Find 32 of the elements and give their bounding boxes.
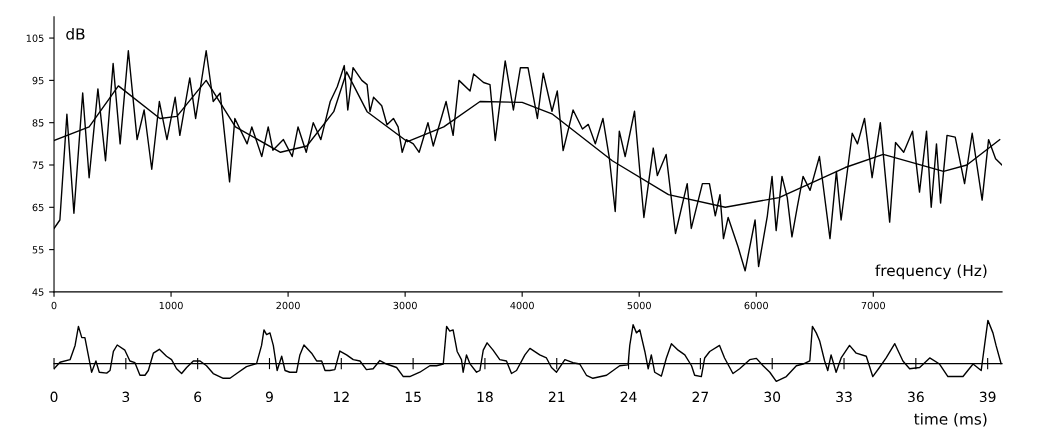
- x-tick-label: 0: [51, 301, 57, 310]
- y-tick-label: 65: [32, 203, 44, 212]
- y-tick-label: 45: [32, 288, 44, 296]
- x-tick-label: 9: [265, 391, 273, 403]
- x-tick-label: 21: [548, 391, 565, 402]
- x-axis-title: frequency (Hz): [875, 264, 987, 280]
- x-tick-label: 6: [194, 391, 202, 403]
- y-tick-label: 95: [32, 76, 44, 85]
- x-tick-label: 39: [979, 391, 996, 403]
- x-tick-label: 2000: [276, 301, 300, 310]
- y-tick-label: 75: [32, 161, 44, 169]
- x-tick-label: 4000: [510, 301, 534, 310]
- x-tick-label: 7000: [861, 301, 886, 310]
- y-tick-label: 105: [26, 34, 44, 42]
- x-tick-label: 12: [333, 391, 349, 402]
- x-tick-label: 6000: [744, 301, 768, 310]
- x-tick-label: 36: [908, 391, 924, 403]
- x-tick-label: 0: [50, 391, 58, 403]
- x-tick-label: 5000: [627, 301, 651, 310]
- x-tick-label: 3000: [393, 301, 417, 310]
- y-axis-title: dB: [66, 27, 85, 40]
- x-tick-label: 1000: [159, 301, 183, 310]
- x-tick-label: 15: [405, 391, 421, 403]
- y-tick-label: 85: [32, 119, 44, 127]
- x-tick-label: 18: [477, 391, 493, 403]
- x-tick-label: 27: [692, 391, 709, 402]
- x-tick-label: 24: [620, 391, 637, 402]
- x-axis-title: time (ms): [914, 412, 987, 427]
- x-tick-label: 33: [836, 391, 852, 403]
- x-tick-label: 3: [122, 391, 130, 403]
- y-tick-label: 55: [32, 246, 44, 254]
- x-tick-label: 30: [764, 391, 781, 403]
